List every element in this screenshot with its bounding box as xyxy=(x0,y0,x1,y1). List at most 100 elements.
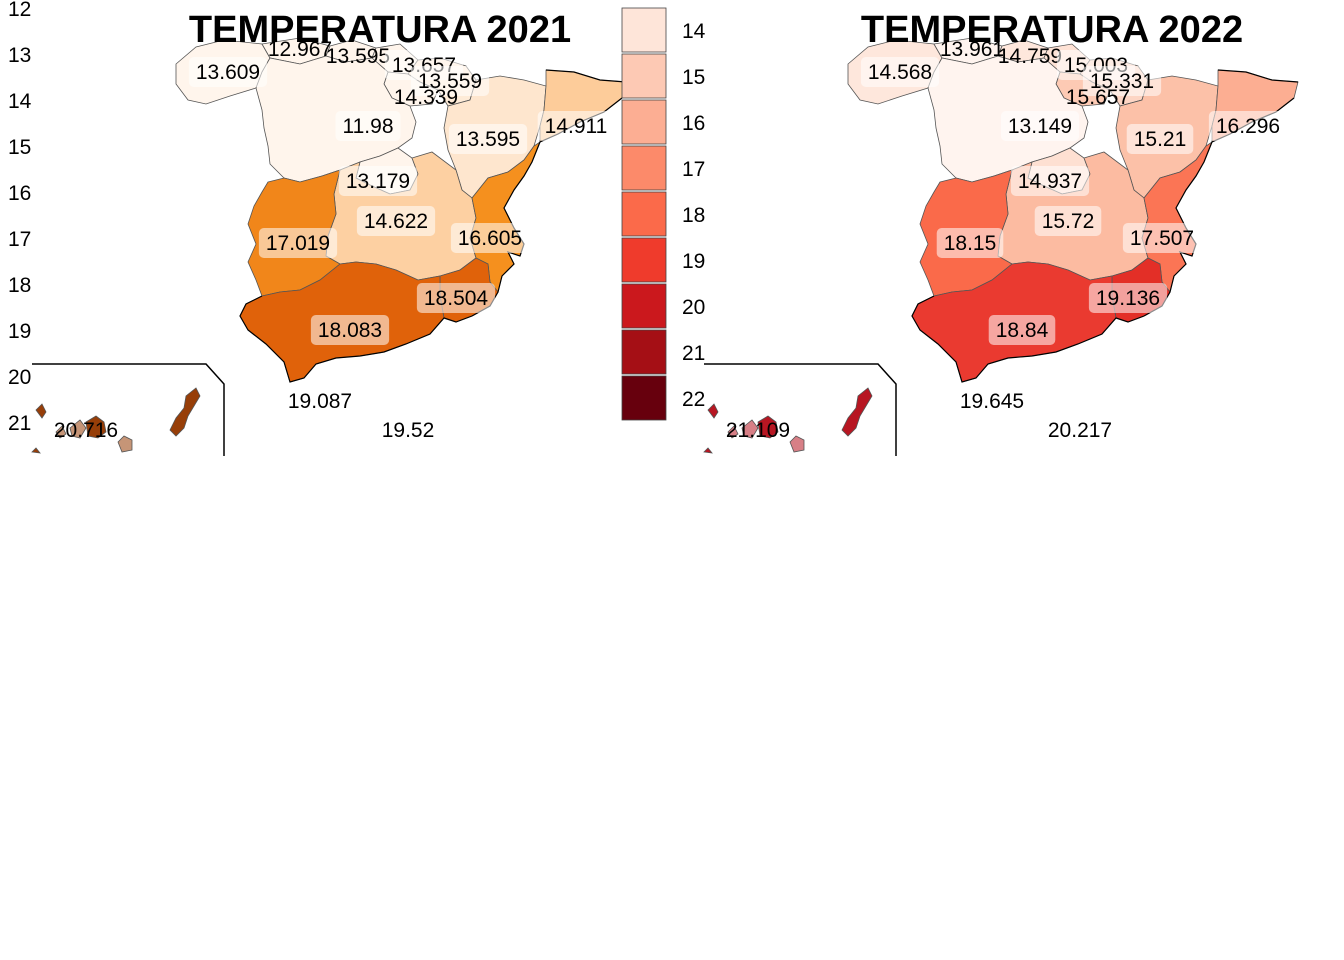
legend-swatch xyxy=(621,53,667,99)
value-label-castilla-leon: 11.98 xyxy=(343,115,394,138)
legend-label: 22 xyxy=(682,388,705,411)
value-label-box xyxy=(860,57,940,87)
value-label-box xyxy=(988,315,1056,345)
canary-island xyxy=(841,387,873,437)
canary-island xyxy=(741,419,759,439)
value-label-box xyxy=(335,111,401,141)
value-label-box xyxy=(310,315,390,345)
legend-swatch xyxy=(621,145,667,191)
map-title: TEMPERATURA 2022 xyxy=(861,9,1243,51)
y-tick-label: 13 xyxy=(8,44,31,67)
legend-label: 14 xyxy=(682,20,706,43)
value-label-cataluna: 16.296 xyxy=(1216,115,1280,138)
value-label-murcia: 18.504 xyxy=(424,287,489,310)
value-label-murcia: 19.136 xyxy=(1096,287,1160,310)
canary-inset-frame xyxy=(32,363,225,456)
legend-label: 15 xyxy=(682,66,705,89)
canary-island xyxy=(117,435,133,453)
value-label-box xyxy=(1000,111,1080,141)
south-coast xyxy=(911,295,1145,383)
canary-island xyxy=(703,447,713,454)
value-label-navarra: 13.559 xyxy=(418,70,482,93)
canary-island xyxy=(789,435,805,453)
value-label-andalucia: 18.84 xyxy=(996,319,1049,342)
value-label-cantabria: 14.759 xyxy=(998,45,1062,68)
value-label-box xyxy=(1010,166,1090,196)
value-label-castilla-leon: 13.149 xyxy=(1008,115,1072,138)
legend-swatch xyxy=(621,191,667,237)
value-label-extremadura: 18.15 xyxy=(944,232,997,255)
y-tick-label: 15 xyxy=(8,136,31,159)
y-tick-label: 19 xyxy=(8,320,31,343)
value-label-box xyxy=(537,111,615,141)
legend-swatch xyxy=(621,329,667,375)
value-label-box xyxy=(258,228,338,258)
value-label-aragon: 15.21 xyxy=(1134,128,1187,151)
canary-inset-frame xyxy=(704,363,897,456)
value-label-la-rioja: 15.657 xyxy=(1066,86,1130,109)
legend: 14 15 16 17 18 19 20 21 22 xyxy=(621,7,706,421)
value-label-box xyxy=(448,124,528,154)
value-label-madrid: 14.937 xyxy=(1018,170,1082,193)
y-tick-label: 14 xyxy=(8,90,32,113)
legend-label: 16 xyxy=(682,112,705,135)
canary-island xyxy=(31,447,41,454)
legend-swatch xyxy=(621,7,667,53)
value-label-box xyxy=(1034,206,1102,236)
canary-island xyxy=(55,425,67,439)
value-label-box xyxy=(1122,223,1202,253)
legend-swatch xyxy=(621,283,667,329)
legend-label: 20 xyxy=(682,296,705,319)
value-label-box xyxy=(1088,283,1168,313)
value-label-valencia: 16.605 xyxy=(458,227,522,250)
value-label-asturias: 13.961 xyxy=(940,38,1004,61)
value-label-box xyxy=(338,166,418,196)
value-label-madrid: 13.179 xyxy=(346,170,410,193)
value-label-extremadura: 17.019 xyxy=(266,232,330,255)
value-label-aragon: 13.595 xyxy=(456,128,520,151)
canary-island xyxy=(727,425,739,439)
value-label-canarias: 21.109 xyxy=(726,419,790,442)
y-tick-label: 16 xyxy=(8,182,31,205)
value-label-la-rioja: 14.339 xyxy=(394,86,458,109)
value-label-box xyxy=(188,57,268,87)
value-label-galicia: 13.609 xyxy=(196,61,260,84)
legend-swatch xyxy=(621,237,667,283)
value-label-castilla-la-mancha: 14.622 xyxy=(364,210,428,233)
legend-label: 18 xyxy=(682,204,705,227)
canary-island xyxy=(35,403,47,419)
value-label-melilla: 20.217 xyxy=(1048,419,1112,442)
y-tick-label: 20 xyxy=(8,366,31,389)
value-label-box xyxy=(1208,111,1288,141)
legend-swatch xyxy=(621,375,667,421)
value-label-castilla-la-mancha: 15.72 xyxy=(1042,210,1095,233)
value-label-box xyxy=(356,206,436,236)
canary-island xyxy=(69,419,87,439)
value-label-andalucia: 18.083 xyxy=(318,319,382,342)
legend-label: 17 xyxy=(682,158,705,181)
canary-island xyxy=(85,415,107,439)
value-label-navarra: 15.331 xyxy=(1090,70,1154,93)
value-label-box xyxy=(936,228,1004,258)
map-title: TEMPERATURA 2021 xyxy=(189,9,571,51)
legend-swatch xyxy=(621,99,667,145)
value-label-ceuta: 19.087 xyxy=(288,390,352,413)
south-coast xyxy=(239,295,473,383)
canary-island xyxy=(707,403,719,419)
value-label-box xyxy=(1082,66,1162,96)
value-label-box xyxy=(410,66,490,96)
y-tick-label: 17 xyxy=(8,228,31,251)
value-label-box xyxy=(450,223,530,253)
y-tick-label: 21 xyxy=(8,412,31,435)
value-label-cantabria: 13.595 xyxy=(326,45,390,68)
value-label-galicia: 14.568 xyxy=(868,61,932,84)
value-label-canarias: 20.716 xyxy=(54,419,118,442)
value-label-cataluna: 14.911 xyxy=(545,115,608,138)
y-tick-label: 12 xyxy=(8,0,31,21)
value-label-box xyxy=(1126,124,1194,154)
canary-island xyxy=(169,387,201,437)
legend-label: 21 xyxy=(682,342,705,365)
